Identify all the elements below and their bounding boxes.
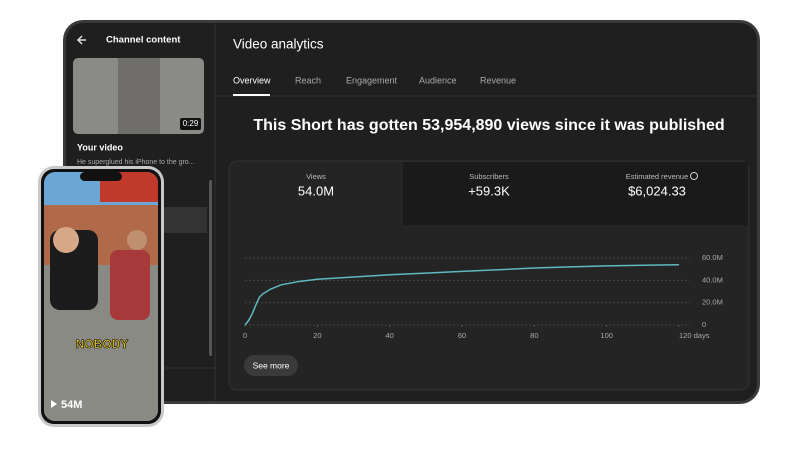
card-value: +59.3K xyxy=(468,183,510,198)
tab-underline xyxy=(233,94,270,96)
x-tick-label: 120 days xyxy=(679,331,710,340)
views-line xyxy=(244,263,680,326)
tab[interactable]: Revenue xyxy=(480,75,516,85)
x-tick-label: 80 xyxy=(530,331,538,340)
sidebar-title: Channel content xyxy=(106,35,181,46)
tab[interactable]: Reach xyxy=(295,75,321,85)
thumbnail-frame xyxy=(118,58,160,134)
duration: 0:29 xyxy=(183,119,199,128)
video-caption: NOBODY xyxy=(76,337,129,351)
card-bg[interactable] xyxy=(575,162,748,225)
chart: 0 20.0M 40.0M 60.0M 0 20 40 60 80 100 120 days xyxy=(243,253,723,340)
y-tick-label: 0 xyxy=(702,320,706,329)
phone-views: 54M xyxy=(61,399,82,411)
y-tick-label: 40.0M xyxy=(702,275,723,284)
headline: This Short has gotten 53,954,890 views s… xyxy=(253,117,724,134)
x-tick-label: 60 xyxy=(458,331,466,340)
tab-bar: Overview Reach Engagement Audience Revenue xyxy=(233,75,516,85)
back-arrow[interactable] xyxy=(76,35,86,45)
y-tick-label: 60.0M xyxy=(702,253,723,262)
tab[interactable]: Audience xyxy=(419,75,457,85)
x-tick-label: 100 xyxy=(600,331,613,340)
see-more-button[interactable] xyxy=(244,355,298,376)
tab[interactable]: Engagement xyxy=(346,75,398,85)
card-value: $6,024.33 xyxy=(628,183,686,198)
x-tick-label: 0 xyxy=(243,331,247,340)
video-description: He superglued his iPhone to the gro... xyxy=(77,159,195,166)
scrollbar[interactable] xyxy=(209,180,212,356)
video-title: Your video xyxy=(77,142,123,152)
x-tick-label: 20 xyxy=(313,331,321,340)
play-icon xyxy=(51,400,57,408)
info-icon[interactable] xyxy=(690,172,698,180)
see-more-label[interactable]: See more xyxy=(253,360,290,370)
card-value: 54.0M xyxy=(298,183,334,198)
card-label: Estimated revenue xyxy=(626,172,689,181)
tab[interactable]: Overview xyxy=(233,75,271,85)
x-tick-label: 40 xyxy=(385,331,393,340)
face-left xyxy=(53,227,79,253)
person-right xyxy=(110,250,150,320)
card-bg[interactable] xyxy=(403,162,575,225)
duration-badge xyxy=(180,118,201,130)
phone-notch xyxy=(80,172,122,181)
face-right xyxy=(127,230,147,250)
metric-cards: Views 54.0M Subscribers +59.3K Estimated rev… xyxy=(298,172,688,198)
y-tick-label: 20.0M xyxy=(702,298,723,307)
card-label: Views xyxy=(306,172,326,181)
card-label: Subscribers xyxy=(469,172,509,181)
phone-screen xyxy=(44,172,158,421)
page-title: Video analytics xyxy=(233,37,324,52)
